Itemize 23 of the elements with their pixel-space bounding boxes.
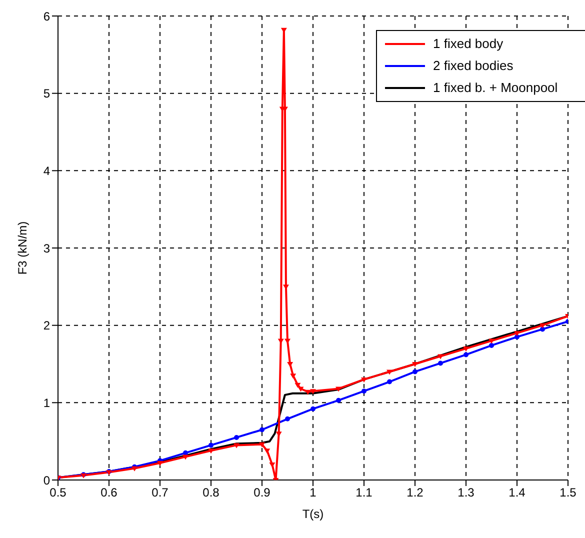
y-tick-label: 4 [43, 164, 50, 178]
x-tick-label: 1.1 [356, 486, 373, 500]
x-tick-label: 0.7 [152, 486, 169, 500]
y-tick-label: 2 [43, 318, 50, 333]
y-tick-label: 0 [43, 473, 50, 488]
x-tick-label: 1.5 [560, 486, 577, 500]
x-tick-label: 1.4 [508, 486, 526, 500]
y-tick-label: 6 [43, 9, 50, 24]
x-axis-title: T(s) [302, 507, 324, 521]
x-tick-label: 0.6 [100, 486, 118, 500]
y-tick-label: 3 [43, 241, 50, 256]
x-tick-label: 0.9 [254, 486, 271, 500]
x-tick-label: 0.5 [50, 486, 67, 500]
y-tick-label: 5 [43, 86, 50, 101]
y-axis-title: F3 (kN/m) [15, 221, 30, 275]
y-tick-label: 1 [43, 396, 50, 410]
x-tick-label: 1 [310, 486, 317, 500]
legend-label: 1 fixed body [433, 35, 504, 53]
legend-label: 1 fixed b. + Moonpool [433, 79, 558, 97]
x-tick-label: 1.2 [406, 486, 424, 500]
x-tick-label: 1.3 [458, 486, 475, 500]
x-tick-label: 0.8 [202, 486, 220, 500]
legend-label: 2 fixed bodies [433, 57, 514, 75]
